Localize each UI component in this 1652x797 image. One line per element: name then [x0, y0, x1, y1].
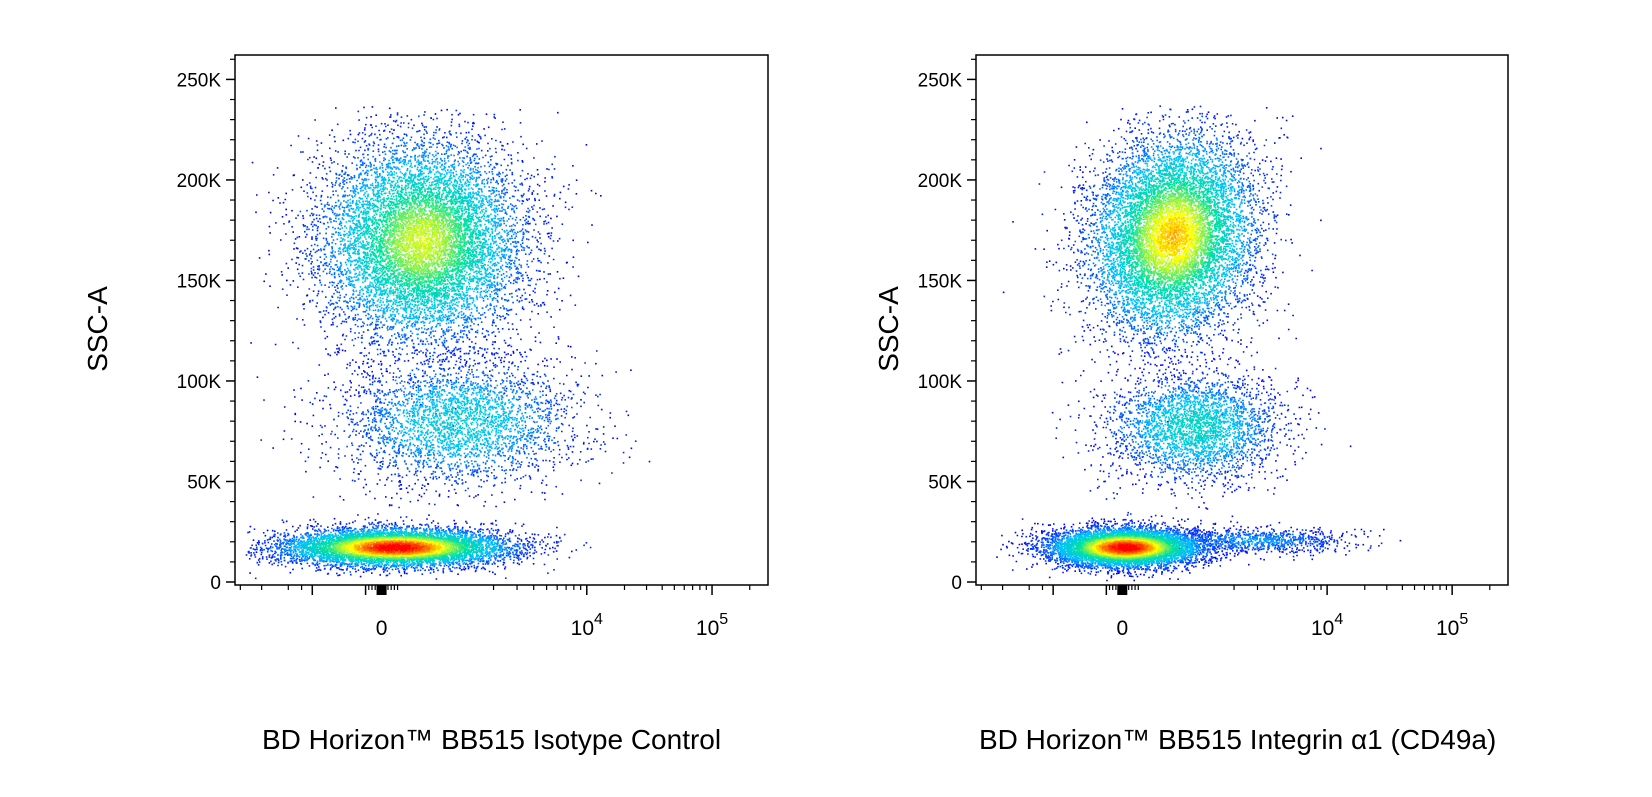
y-axis-label: SSC-A: [873, 286, 904, 372]
x-axis-label: BD Horizon™ BB515 Integrin α1 (CD49a): [979, 724, 1497, 755]
point-density-bucket: [304, 172, 497, 564]
y-tick-label: 0: [210, 573, 221, 594]
x-zero-marker: [376, 585, 387, 595]
y-tick-label: 0: [951, 573, 962, 594]
point-density-bucket: [247, 106, 651, 580]
x-axis: 0 104 105: [980, 585, 1491, 640]
point-density-bucket: [315, 183, 481, 563]
x-zero-marker: [1117, 585, 1128, 595]
x-tick-exponent: 4: [1334, 611, 1343, 628]
x-tick-label: 104: [571, 611, 603, 640]
y-tick-label: 100K: [177, 372, 222, 393]
y-tick-label: 50K: [187, 472, 221, 493]
y-tick-label: 250K: [918, 70, 963, 91]
y-tick-label: 150K: [177, 271, 222, 292]
x-tick-label: 104: [1311, 611, 1343, 640]
x-tick-exponent: 5: [1459, 611, 1468, 628]
x-axis: 0 104 105: [239, 585, 751, 640]
y-tick-label: 50K: [928, 472, 962, 493]
y-axis: 0 50K 100K 150K 200K 250K: [177, 58, 235, 594]
plot-frame: [234, 54, 769, 586]
x-tick-base: 10: [696, 617, 719, 640]
y-tick-label: 200K: [177, 171, 222, 192]
point-density-bucket: [1111, 543, 1141, 552]
point-density-bucket: [996, 107, 1402, 582]
y-tick-label: 250K: [177, 70, 222, 91]
x-tick-exponent: 5: [719, 611, 728, 628]
data-points: [245, 106, 651, 580]
x-tick-exponent: 4: [594, 611, 603, 628]
point-density-bucket: [375, 543, 417, 552]
x-tick-base: 0: [1116, 617, 1128, 640]
point-density-bucket: [1080, 184, 1216, 561]
plot-panel-cd49a: 0 50K 100K 150K 200K 250K 0 104 105 SSC-A BD Hor…: [826, 0, 1652, 797]
plot-frame: [975, 54, 1509, 586]
y-tick-label: 150K: [918, 271, 963, 292]
x-tick-label: 105: [696, 611, 728, 640]
point-density-bucket: [335, 211, 457, 559]
x-tick-label: 0: [1116, 617, 1128, 640]
x-tick-base: 10: [1436, 617, 1459, 640]
y-axis-label: SSC-A: [82, 286, 113, 372]
data-points: [996, 105, 1402, 582]
x-tick-base: 0: [376, 617, 388, 640]
x-tick-base: 10: [571, 617, 594, 640]
y-axis: 0 50K 100K 150K 200K 250K: [918, 58, 976, 594]
x-axis-label: BD Horizon™ BB515 Isotype Control: [262, 724, 722, 755]
y-tick-label: 100K: [918, 372, 963, 393]
x-tick-base: 10: [1311, 617, 1334, 640]
x-tick-label: 0: [376, 617, 388, 640]
y-tick-label: 200K: [918, 171, 963, 192]
plot-panel-isotype: 0 50K 100K 150K 200K 250K 0 104 105 SSC-A BD Hor…: [82, 54, 769, 755]
x-tick-label: 105: [1436, 611, 1468, 640]
point-density-bucket: [289, 155, 528, 567]
